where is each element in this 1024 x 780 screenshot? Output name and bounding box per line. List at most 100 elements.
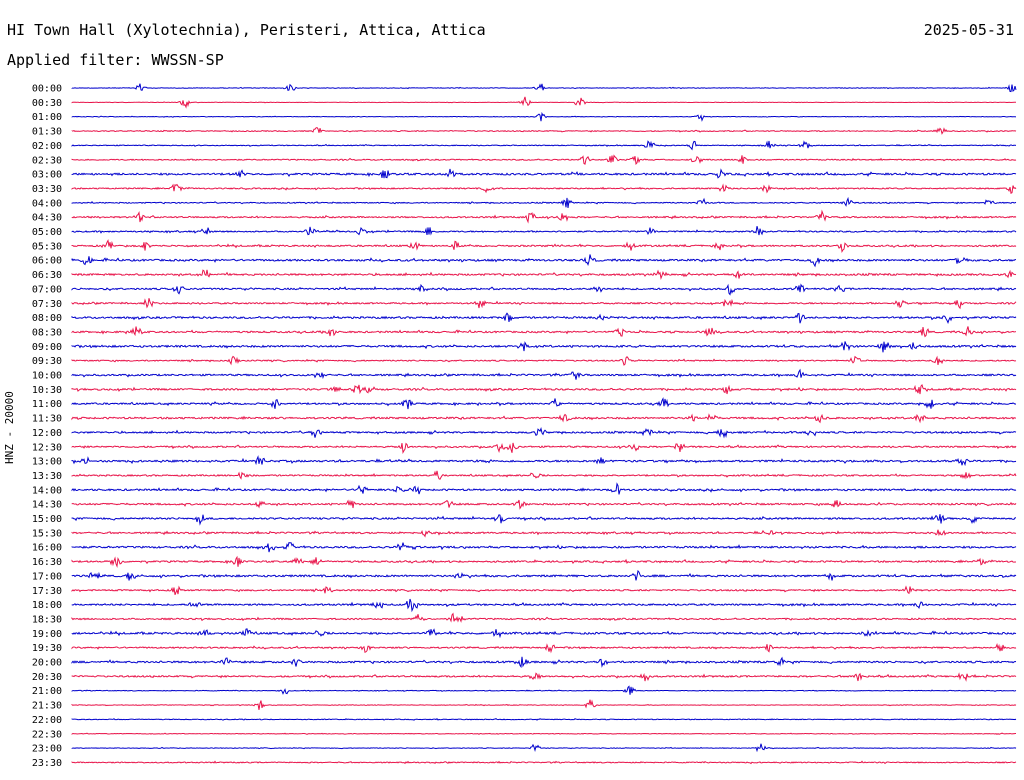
trace-line-0730: [71, 298, 1017, 310]
time-tick-label: 05:30: [32, 241, 62, 252]
time-tick-label: 04:30: [32, 213, 62, 224]
time-tick-label: 06:00: [32, 256, 62, 267]
time-tick-label: 09:00: [32, 342, 62, 353]
time-tick-label: 13:30: [32, 471, 62, 482]
time-tick-label: 11:00: [32, 399, 62, 410]
time-tick-label: 22:30: [32, 729, 62, 740]
trace-line-1630: [71, 555, 1017, 569]
trace-line-0600: [71, 254, 1016, 268]
trace-line-2000: [71, 656, 1017, 669]
time-tick-label: 20:00: [32, 658, 62, 669]
time-tick-label: 07:30: [32, 299, 62, 310]
trace-line-0030: [71, 96, 1017, 109]
time-tick-label: 00:30: [32, 98, 62, 109]
trace-line-0430: [71, 209, 1017, 224]
trace-line-0400: [71, 196, 1017, 208]
trace-line-1230: [71, 442, 1017, 454]
time-tick-label: 19:30: [32, 643, 62, 654]
time-tick-label: 15:30: [32, 528, 62, 539]
time-tick-label: 16:00: [32, 543, 62, 554]
time-tick-label: 10:00: [32, 371, 62, 382]
time-tick-label: 08:00: [32, 313, 62, 324]
trace-line-1100: [71, 397, 1017, 410]
trace-line-1600: [71, 541, 1017, 553]
trace-line-0100: [71, 111, 1017, 122]
trace-line-1800: [71, 598, 1017, 613]
trace-line-2100: [71, 685, 1017, 695]
trace-line-2330: [71, 760, 1017, 765]
trace-line-1530: [71, 529, 1017, 538]
trace-line-0630: [71, 269, 1017, 281]
time-tick-label: 03:30: [32, 184, 62, 195]
trace-line-0900: [71, 341, 1017, 353]
time-tick-label: 20:30: [32, 672, 62, 683]
time-tick-label: 21:00: [32, 686, 62, 697]
time-tick-label: 06:30: [32, 270, 62, 281]
time-tick-label: 12:00: [32, 428, 62, 439]
time-tick-label: 14:30: [32, 500, 62, 511]
trace-line-1200: [71, 426, 1017, 439]
time-tick-label: 03:00: [32, 170, 62, 181]
time-tick-label: 00:00: [32, 84, 62, 95]
time-tick-label: 23:00: [32, 744, 62, 755]
trace-line-0130: [71, 126, 1017, 135]
trace-line-0930: [71, 355, 1017, 366]
trace-line-1000: [71, 368, 1017, 380]
time-tick-label: 01:00: [32, 112, 62, 123]
time-tick-label: 08:30: [32, 327, 62, 338]
trace-line-1930: [71, 643, 1017, 654]
time-tick-label: 16:30: [32, 557, 62, 568]
trace-line-1700: [71, 569, 1017, 581]
time-tick-label: 21:30: [32, 701, 62, 712]
trace-line-0500: [71, 226, 1017, 236]
time-tick-label: 18:00: [32, 600, 62, 611]
time-tick-label: 15:00: [32, 514, 62, 525]
time-tick-label: 05:00: [32, 227, 62, 238]
time-tick-label: 01:30: [32, 127, 62, 138]
trace-line-0330: [71, 183, 1017, 195]
trace-line-2230: [71, 732, 1017, 735]
time-tick-label: 17:00: [32, 571, 62, 582]
filter-label: Applied filter: WWSSN-SP: [7, 51, 224, 69]
time-tick-label: 13:00: [32, 457, 62, 468]
trace-line-0000: [71, 83, 1017, 93]
date-label: 2025-05-31: [923, 21, 1014, 39]
time-tick-label: 02:00: [32, 141, 62, 152]
time-tick-label: 23:30: [32, 758, 62, 769]
time-tick-label: 09:30: [32, 356, 62, 367]
time-tick-label: 22:00: [32, 715, 62, 726]
time-tick-label: 04:00: [32, 198, 62, 209]
trace-line-0530: [71, 239, 1017, 254]
trace-line-0800: [71, 312, 1017, 324]
trace-line-0230: [71, 154, 1017, 165]
time-tick-label: 18:30: [32, 614, 62, 625]
trace-line-1330: [71, 470, 1017, 480]
trace-line-1430: [71, 499, 1017, 510]
trace-line-2030: [71, 672, 1017, 682]
trace-line-1500: [71, 514, 1017, 526]
trace-line-0300: [71, 168, 1017, 179]
trace-line-1400: [71, 482, 1017, 495]
trace-line-2300: [71, 743, 1017, 753]
time-tick-label: 17:30: [32, 586, 62, 597]
time-tick-label: 12:30: [32, 442, 62, 453]
trace-line-1300: [71, 455, 1017, 467]
trace-line-0700: [71, 283, 1017, 296]
trace-line-2130: [71, 699, 1017, 710]
time-tick-label: 10:30: [32, 385, 62, 396]
trace-line-0200: [71, 140, 1017, 151]
trace-line-1900: [71, 628, 1017, 639]
trace-line-1730: [71, 585, 1017, 595]
time-tick-label: 14:00: [32, 485, 62, 496]
trace-line-0830: [71, 326, 1017, 338]
time-tick-label: 11:30: [32, 414, 62, 425]
trace-line-1030: [71, 383, 1017, 395]
trace-line-1130: [71, 413, 1017, 424]
trace-line-1830: [71, 612, 1017, 623]
time-tick-label: 02:30: [32, 155, 62, 166]
trace-line-2200: [71, 718, 1017, 721]
station-title: HI Town Hall (Xylotechnia), Peristeri, A…: [7, 21, 486, 39]
time-tick-label: 19:00: [32, 629, 62, 640]
time-tick-label: 07:00: [32, 284, 62, 295]
